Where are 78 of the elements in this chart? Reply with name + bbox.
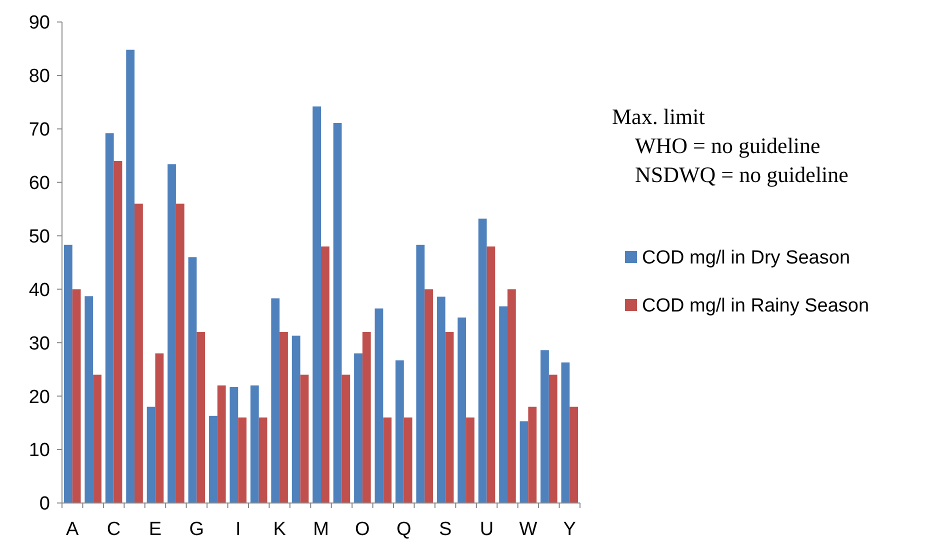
bar [342,374,350,503]
y-tick-label: 20 [28,386,50,408]
bar [271,298,280,503]
bar [114,160,122,503]
bar [312,106,321,503]
bar [395,360,404,503]
bar [196,332,206,503]
bar [230,387,238,503]
bar [540,350,549,503]
x-tick-label: A [66,519,80,540]
y-tick-label: 10 [28,440,50,462]
bar [146,406,156,503]
bar [292,336,300,503]
bar [466,417,474,503]
x-tick-label: I [235,519,241,540]
bar [445,332,454,503]
bar [436,296,446,503]
bar [404,417,412,503]
bar [93,374,102,503]
bar [383,417,392,503]
x-tick-label: C [106,519,121,540]
bar [507,289,516,503]
bar [155,353,164,503]
bar [424,289,433,503]
bar [362,332,371,503]
bar [188,257,197,503]
bar [354,353,362,503]
text: Max. limit [612,104,705,129]
bar [520,421,528,503]
y-tick-label: 90 [28,12,50,34]
y-tick-label: 80 [28,66,50,88]
bar [499,306,508,503]
text: WHO = no guideline [635,133,820,158]
bar [528,406,537,503]
text: NSDWQ = no guideline [635,162,848,187]
bar [478,218,487,503]
y-tick-label: 60 [28,172,50,194]
bar [321,246,330,503]
x-tick-label: U [480,519,494,540]
bar [209,416,218,503]
bar [258,417,268,503]
x-tick-label: W [519,519,538,540]
bar [250,385,259,503]
legend-label: COD mg/l in Dry Season [642,248,850,269]
x-tick-label: E [148,519,162,540]
bar [176,204,184,503]
x-tick-label: S [438,519,452,540]
x-tick-label: Y [563,519,576,540]
bar [548,374,558,503]
bar [280,332,288,503]
bar [134,204,143,503]
bar [333,123,342,503]
bar [416,244,425,503]
bar [168,164,176,503]
bar [238,417,247,503]
bar [105,133,114,503]
bar [217,385,226,503]
bar [561,362,570,503]
legend-label: COD mg/l in Rainy Season [642,296,870,317]
y-tick-label: 50 [28,226,50,248]
bar [486,246,496,503]
x-tick-label: M [313,519,329,540]
y-tick-label: 40 [28,280,50,301]
bar [84,296,94,503]
bar [64,244,72,503]
x-tick-label: K [273,519,286,540]
bar [300,374,309,503]
bar [458,318,466,503]
bar [570,406,578,503]
y-tick-label: 30 [28,333,50,354]
bar [374,308,384,503]
x-tick-label: G [189,519,204,540]
y-tick-label: 70 [28,120,50,141]
bar [126,50,135,503]
bar [72,289,81,503]
y-tick-label: 0 [39,494,50,515]
x-tick-label: O [355,519,370,540]
x-tick-label: Q [396,519,412,540]
